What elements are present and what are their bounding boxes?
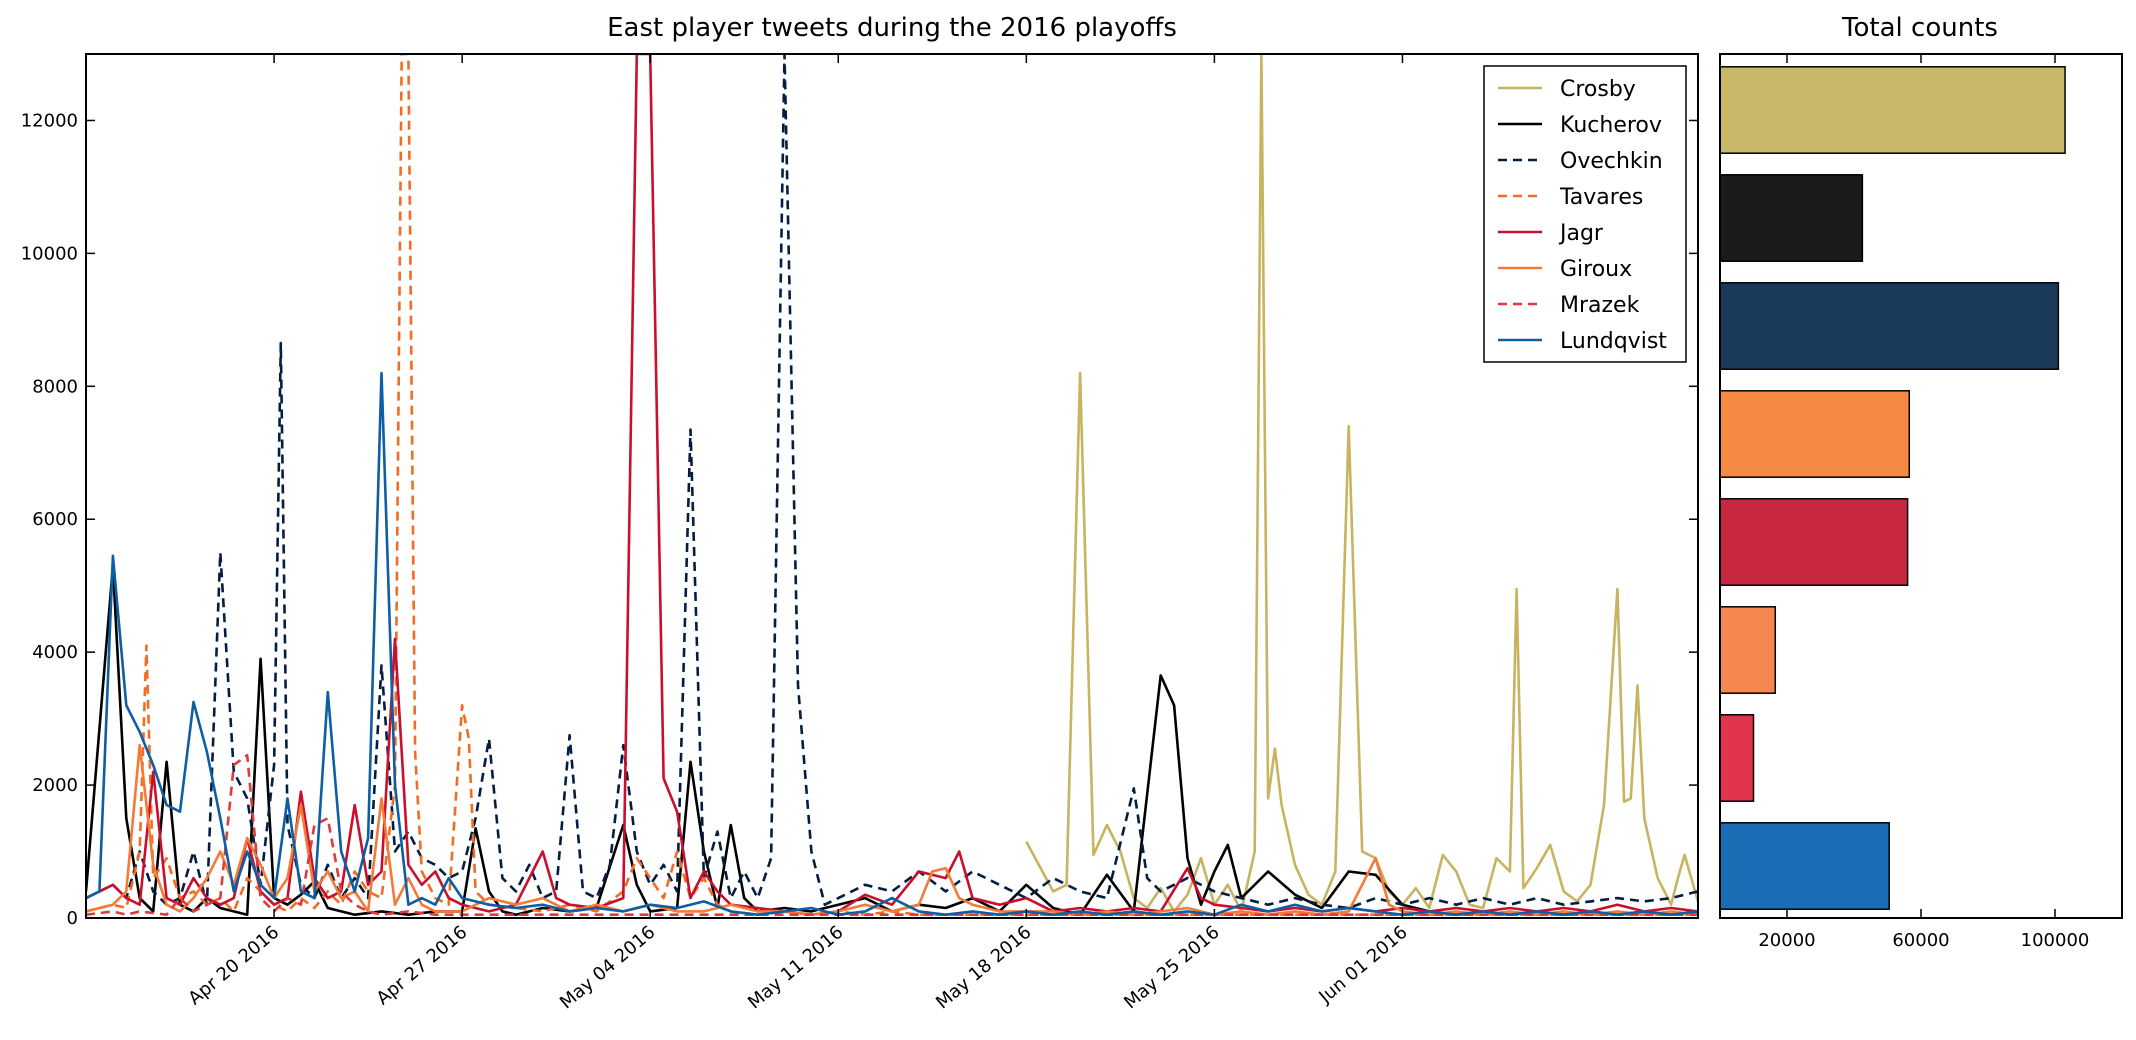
legend-label-lundqvist: Lundqvist — [1560, 329, 1667, 354]
y-tick-label: 4000 — [32, 642, 78, 663]
series-line-kucherov — [86, 564, 1698, 916]
legend-label-mrazek: Mrazek — [1560, 293, 1640, 318]
bar-tavares — [1719, 390, 1911, 478]
y-tick-label: 10000 — [21, 243, 78, 264]
legend: Crosby Kucherov Ovechkin Tavares Jagr Giroux M… — [1483, 65, 1687, 363]
legend-label-tavares: Tavares — [1559, 185, 1643, 210]
line-chart-title: East player tweets during the 2016 playo… — [607, 13, 1177, 43]
bar-kucherov — [1719, 174, 1864, 262]
x-tick-label: Apr 20 2016 — [185, 922, 284, 1010]
x-tick-label: May 25 2016 — [1120, 922, 1223, 1014]
legend-box — [1483, 65, 1687, 363]
bar-x-tick-label: 20000 — [1758, 930, 1815, 951]
bar-chart: Total counts 20000 60000 100000 — [1719, 13, 2123, 951]
y-tick-label: 0 — [67, 908, 78, 929]
bar-x-tick-label: 60000 — [1892, 930, 1949, 951]
y-tick-label: 2000 — [32, 775, 78, 796]
bar-chart-title: Total counts — [1841, 13, 1998, 43]
legend-label-jagr: Jagr — [1558, 221, 1604, 246]
line-plot-frame — [85, 53, 1699, 919]
bar-lundqvist — [1719, 822, 1890, 910]
x-tick-label: May 04 2016 — [556, 922, 659, 1014]
legend-label-crosby: Crosby — [1560, 77, 1636, 102]
y-tick-label: 6000 — [32, 509, 78, 530]
series-line-tavares — [86, 54, 1698, 916]
line-series-group — [86, 54, 1698, 916]
legend-label-giroux: Giroux — [1560, 257, 1632, 282]
x-tick-label: May 11 2016 — [744, 922, 847, 1014]
x-tick-label: May 18 2016 — [932, 922, 1035, 1014]
line-chart: East player tweets during the 2016 playo… — [21, 13, 1699, 1013]
legend-label-kucherov: Kucherov — [1560, 113, 1662, 138]
x-tick-label: Jun 01 2016 — [1314, 922, 1411, 1008]
y-tick-label: 12000 — [21, 110, 78, 131]
series-line-lundqvist — [86, 371, 1698, 916]
line-x-axis: Apr 20 2016 Apr 27 2016 May 04 2016 May 11 … — [185, 54, 1412, 1013]
bar-x-tick-label: 100000 — [2021, 930, 2090, 951]
series-line-mrazek — [86, 753, 1698, 916]
y-tick-label: 8000 — [32, 376, 78, 397]
bar-giroux — [1719, 606, 1777, 694]
bars-group — [1719, 66, 2066, 910]
legend-label-ovechkin: Ovechkin — [1560, 149, 1663, 174]
bar-jagr — [1719, 498, 1909, 586]
x-tick-label: Apr 27 2016 — [373, 922, 472, 1010]
line-y-axis: 0 2000 4000 6000 8000 10000 12000 — [21, 110, 1698, 929]
series-line-crosby — [1025, 54, 1698, 913]
bar-crosby — [1719, 66, 2066, 154]
bar-ovechkin — [1719, 282, 2060, 370]
bar-x-axis: 20000 60000 100000 — [1758, 54, 2089, 951]
bar-mrazek — [1719, 714, 1755, 802]
